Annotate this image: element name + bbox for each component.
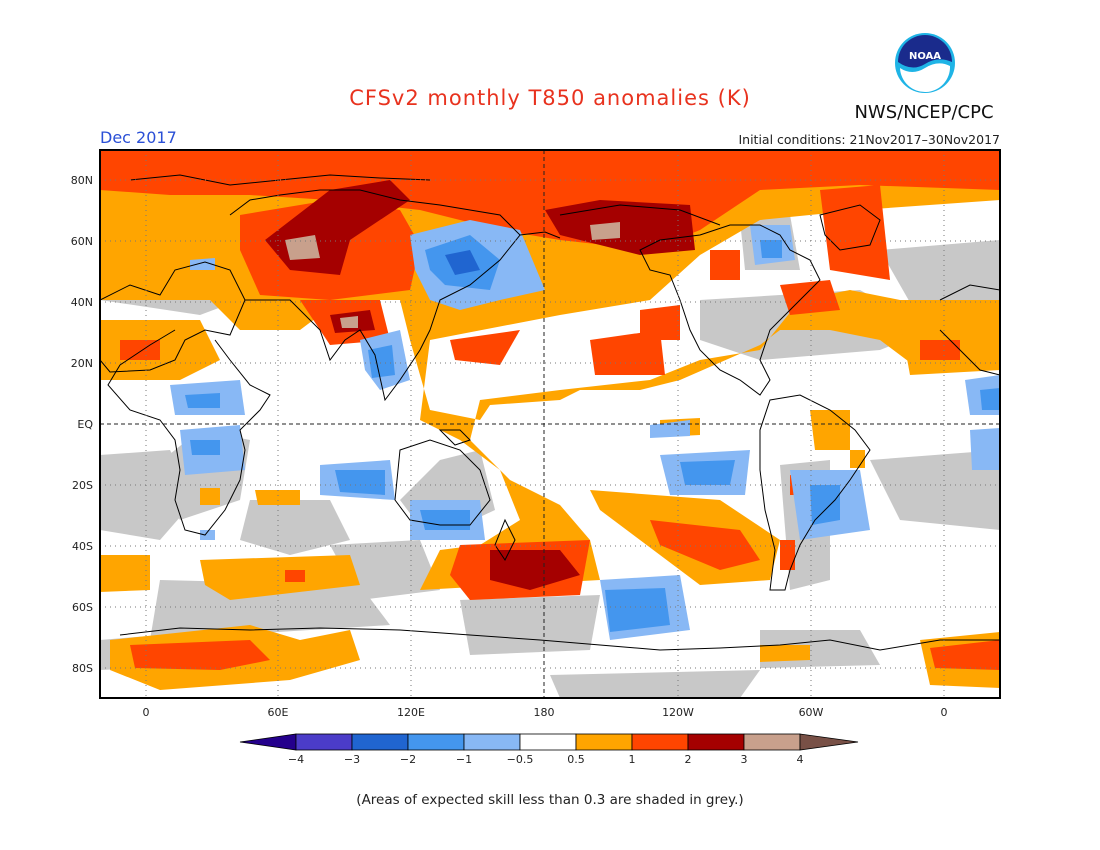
noaa-logo-text: NOAA	[909, 51, 941, 62]
noaa-logo-icon: NOAA	[895, 33, 955, 93]
longitude-labels: 0 60E 120E 180 120W 60W 0	[143, 706, 948, 719]
footnote: (Areas of expected skill less than 0.3 a…	[356, 792, 744, 808]
colorbar-label: −0.5	[507, 753, 534, 766]
lon-label: 60W	[799, 706, 824, 719]
lat-label: 40N	[71, 296, 93, 309]
lat-label: 20N	[71, 357, 93, 370]
colorbar-label: 0.5	[567, 753, 585, 766]
lat-label: 20S	[72, 479, 93, 492]
lon-label: 120W	[662, 706, 694, 719]
latitude-labels: 80N 60N 40N 20N EQ 20S 40S 60S 80S	[71, 174, 94, 675]
colorbar-cell	[575, 733, 633, 751]
colorbar-cell	[463, 733, 521, 751]
coastlines	[100, 174, 1000, 651]
lat-label: EQ	[77, 418, 93, 431]
colorbar-label: −3	[344, 753, 360, 766]
colorbar-label: 1	[629, 753, 636, 766]
anomaly-positive-3-4	[285, 222, 620, 328]
colorbar-label: 3	[741, 753, 748, 766]
initial-conditions: Initial conditions: 21Nov2017–30Nov2017	[738, 132, 1000, 147]
colorbar-cell	[799, 733, 859, 751]
lon-label: 0	[143, 706, 150, 719]
forecast-month: Dec 2017	[100, 128, 177, 147]
anomaly-negative-2-3	[445, 250, 480, 275]
equator-dateline	[100, 150, 1000, 698]
lat-label: 80N	[71, 174, 93, 187]
map-frame	[99, 149, 1001, 699]
graticule	[100, 150, 1000, 698]
lon-label: 180	[534, 706, 555, 719]
lat-label: 80S	[72, 662, 93, 675]
colorbar-cell	[239, 733, 297, 751]
colorbar-cell	[687, 733, 745, 751]
colorbar-label: −2	[400, 753, 416, 766]
colorbar-cell	[295, 733, 353, 751]
colorbar-cell	[519, 733, 577, 751]
colorbar-label: 4	[797, 753, 804, 766]
agency-label: NWS/NCEP/CPC	[854, 102, 994, 123]
colorbar-cell	[743, 733, 801, 751]
lon-label: 0	[941, 706, 948, 719]
colorbar-cell	[351, 733, 409, 751]
lat-label: 40S	[72, 540, 93, 553]
colorbar-label: 2	[685, 753, 692, 766]
colorbar-cell	[407, 733, 465, 751]
lat-label: 60N	[71, 235, 93, 248]
colorbar-label: −1	[456, 753, 472, 766]
colorbar-cell	[631, 733, 689, 751]
lon-label: 120E	[397, 706, 425, 719]
colorbar-label: −4	[288, 753, 304, 766]
chart-title: CFSv2 monthly T850 anomalies (K)	[349, 86, 751, 110]
lon-label: 60E	[268, 706, 289, 719]
lat-label: 60S	[72, 601, 93, 614]
